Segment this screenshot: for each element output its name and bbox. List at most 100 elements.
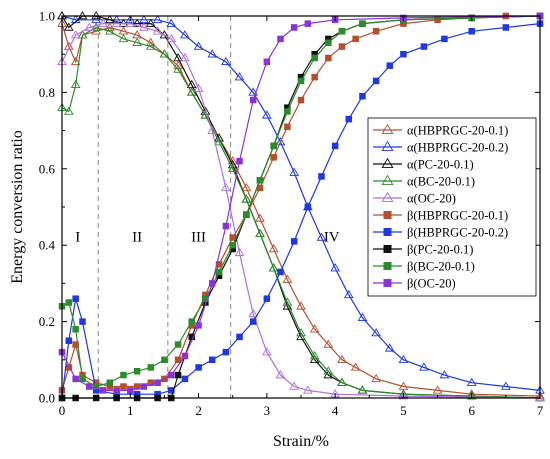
data-point [174,371,182,379]
region-label-I: I [75,229,80,245]
legend-item: α(HBPRGC-20-0.1) [373,124,508,138]
data-point [70,14,81,24]
data-point [241,194,252,203]
legend-label: β(BC-20-0.1) [407,260,475,274]
data-point [398,391,409,400]
data-point [345,115,353,123]
region-labels: I II III IV [75,229,340,245]
data-point [174,356,182,364]
data-point [262,110,272,119]
data-point [372,28,380,35]
data-point [181,352,189,360]
legend-item: α(BC-20-0.1) [373,175,475,189]
y-tick-label: 0.6 [39,161,56,176]
data-point [384,343,395,352]
data-point [441,35,448,43]
data-point [208,356,216,364]
legend-label: α(OC-20) [407,192,456,206]
data-point [174,341,182,348]
legend-item: β(OC-20) [373,277,456,291]
legend-item: β(HBPRGC-20-0.1) [373,209,508,223]
data-point [229,241,236,249]
data-point [188,318,195,325]
data-point [168,371,175,379]
data-point [501,381,511,390]
data-point [350,362,361,371]
data-point [289,381,300,390]
data-point [359,20,366,27]
data-point [275,370,286,379]
data-point [111,18,122,27]
data-point [302,385,313,394]
legend-label: α(HBPRGC-20-0.1) [407,124,508,138]
data-point [277,35,284,43]
data-point [104,14,115,24]
data-point [208,280,216,287]
data-point [270,142,277,150]
data-point [297,96,305,104]
data-point [468,28,475,35]
x-tick-label: 0 [59,403,66,418]
data-point [166,18,177,27]
data-point [120,383,127,390]
data-point [147,364,155,371]
data-point [323,366,334,375]
data-point [139,14,149,24]
legend: α(HBPRGC-20-0.1) α(HBPRGC-20-0.2) α(PC-20-… [367,117,537,297]
data-point [371,373,381,383]
data-point [70,56,81,66]
data-point [70,30,81,39]
x-tick-label: 5 [400,403,407,418]
legend-swatch-marker [383,262,392,270]
data-point [145,37,156,46]
data-point [132,18,142,27]
legend-swatch-marker [381,123,394,135]
data-point [195,364,202,371]
data-point [296,328,306,337]
data-point [311,54,318,62]
data-point [535,392,545,402]
region-separators [97,16,232,398]
data-point [173,64,183,73]
data-point [357,385,368,394]
data-point [111,14,122,24]
data-point [181,375,189,383]
legend-item: α(OC-20) [373,192,456,206]
data-point [277,268,284,276]
data-point [104,22,115,31]
data-point [255,228,265,237]
data-point [145,41,156,50]
data-point [63,22,74,31]
data-point [284,123,291,131]
data-point [193,41,204,50]
data-point [432,385,443,394]
data-point [262,347,272,356]
data-point [325,54,332,62]
data-point [241,182,252,192]
data-point [357,312,368,322]
data-point [297,77,305,85]
series-5 [57,18,545,402]
data-point [113,387,120,394]
data-point [152,14,163,24]
legend-swatch-marker [383,279,392,287]
data-point [180,30,190,39]
data-point [221,182,231,192]
data-point [256,177,264,184]
data-point [79,375,86,383]
data-point [535,391,545,400]
x-tick-label: 6 [468,403,475,418]
data-point [352,35,359,43]
data-point [234,72,245,81]
y-tick-label: 0.4 [39,238,56,253]
data-point [234,247,245,257]
series-4 [57,22,545,402]
legend-swatch-marker [381,140,394,152]
legend-item: β(HBPRGC-20-0.2) [373,226,508,240]
data-point [106,379,114,386]
legend-swatch-marker [381,157,394,169]
data-point [343,289,354,299]
data-point [92,383,100,390]
data-point [275,137,286,146]
